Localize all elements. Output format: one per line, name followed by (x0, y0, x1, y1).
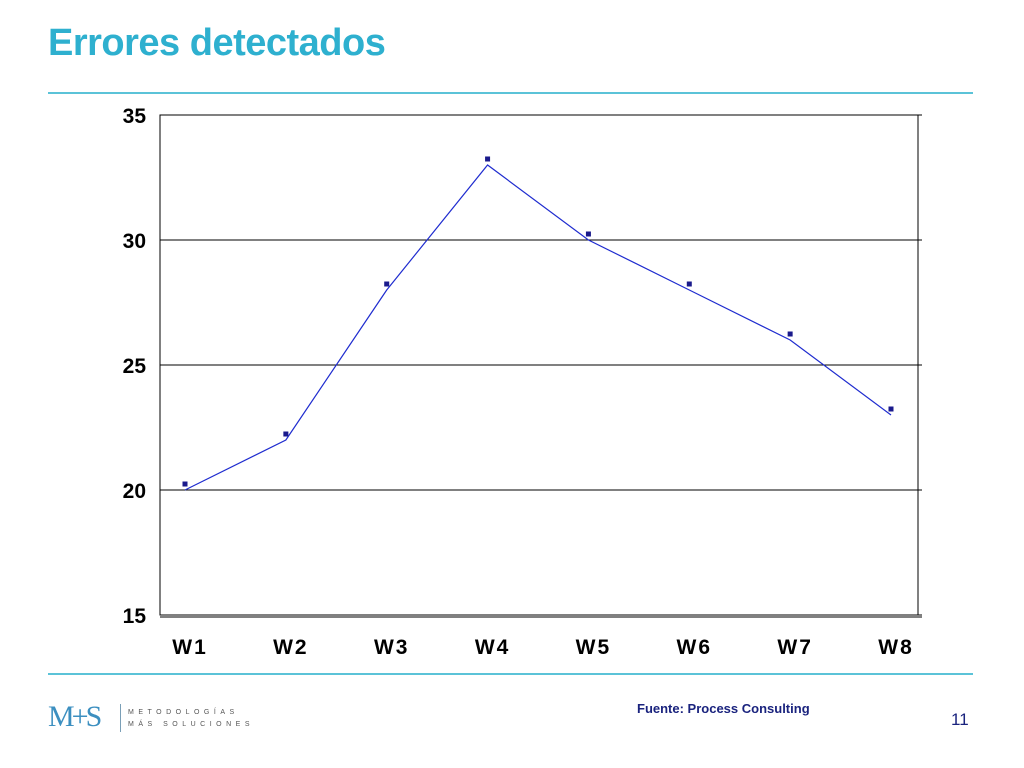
x-tick-label: W5 (576, 636, 612, 659)
series-line (184, 164, 892, 491)
x-tick-label: W6 (677, 636, 713, 659)
y-tick-label: 35 (123, 105, 147, 128)
y-tick-label: 25 (123, 355, 147, 378)
company-logo: M+S METODOLOGÍAS MÁS SOLUCIONES (48, 700, 258, 736)
data-point-W3 (384, 281, 390, 287)
source-note: Fuente: Process Consulting (637, 701, 810, 716)
data-point-W8 (888, 406, 894, 412)
data-point-W1 (182, 481, 188, 487)
x-tick-label: W8 (878, 636, 914, 659)
y-tick-label: 20 (123, 480, 146, 503)
logo-text-line2: MÁS SOLUCIONES (128, 721, 255, 728)
page-title: Errores detectados (48, 22, 386, 64)
plot-frame (159, 114, 919, 616)
y-tick-label: 30 (123, 230, 146, 253)
data-point-W6 (686, 281, 692, 287)
x-tick-label: W4 (475, 636, 511, 659)
data-point-W7 (787, 331, 793, 337)
x-tick-label: W2 (273, 636, 309, 659)
x-tick-labels: W1 W2 W3 W4 W5 W6 W7 W8 (172, 636, 914, 659)
series-layer (182, 156, 894, 491)
page-number: 11 (951, 710, 969, 729)
x-tick-label: W3 (374, 636, 410, 659)
data-point-W2 (283, 431, 289, 437)
data-point-W4 (485, 156, 491, 162)
x-tick-label: W7 (777, 636, 813, 659)
top-rule (48, 92, 973, 94)
y-tick-labels: 15 20 25 30 35 (123, 105, 147, 628)
logo-text-line1: METODOLOGÍAS (128, 709, 239, 716)
grid-layer (160, 114, 922, 618)
y-tick-label: 15 (123, 605, 147, 628)
bottom-rule (48, 673, 973, 675)
logo-divider (120, 704, 121, 732)
data-point-W5 (585, 231, 591, 237)
x-tick-label: W1 (172, 636, 208, 659)
logo-mark: M+S (48, 700, 102, 733)
